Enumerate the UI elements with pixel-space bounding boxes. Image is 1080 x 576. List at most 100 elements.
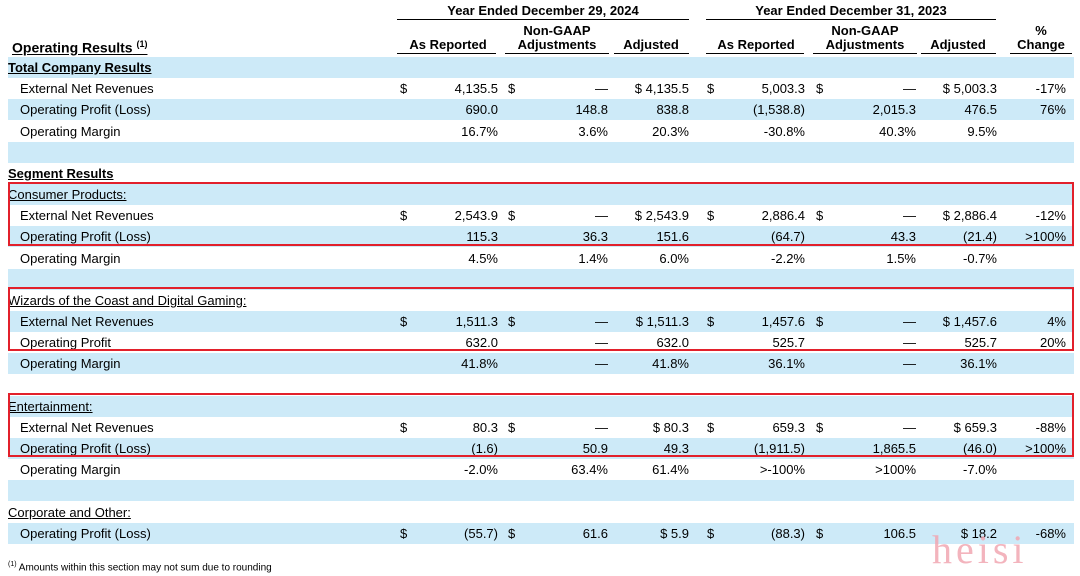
wizards-highlight-box [8, 287, 1074, 351]
row-label: Total Company Results [8, 60, 152, 75]
cell-value-2024-reported: (55.7) [464, 525, 498, 541]
section-title-footnote-marker: (1) [136, 39, 148, 49]
cell-value-2023-reported: >-100% [759, 462, 805, 478]
cell-value-2023-adjusted: (21.4) [963, 229, 997, 245]
col-adjusted-2024-underline [614, 53, 689, 54]
cell-value-2024-reported: 2,543.9 [454, 208, 498, 224]
cell-value-2023-reported: 2,886.4 [761, 208, 805, 224]
cell-dollar-2023-non-gaap: $ [816, 419, 824, 435]
cell-value-2024-adjusted: $ 4,135.5 [634, 81, 689, 97]
cell-value-2023-reported: 659.3 [772, 419, 805, 435]
table-row: Corporate and Other: [8, 502, 1074, 523]
cell-value-2024-non-gaap: — [595, 419, 608, 435]
cell-value-2024-non-gaap: 50.9 [582, 441, 608, 457]
cell-dollar-2024-non-gaap: $ [508, 419, 516, 435]
col-as-reported-2024: As Reported [409, 37, 487, 52]
cell-value-2024-adjusted: $ 5.9 [660, 525, 689, 541]
col-non-gaap-2023-line1: Non-GAAP [831, 23, 899, 38]
cell-dollar-2024-reported: $ [400, 208, 408, 224]
table-row: Consumer Products: [8, 184, 1074, 206]
cell-value-2024-reported: 4.5% [468, 250, 498, 266]
cell-value-2023-reported: 1,457.6 [761, 314, 805, 330]
cell-value-2023-non-gaap: 1.5% [886, 250, 916, 266]
cell-dollar-2023-non-gaap: $ [816, 314, 824, 330]
cell-dollar-2023-reported: $ [707, 314, 715, 330]
col-as-reported-2023-underline [706, 53, 804, 54]
cell-value-2024-non-gaap: — [595, 335, 608, 351]
cell-dollar-2024-non-gaap: $ [508, 314, 516, 330]
cell-pct-change: >100% [1025, 229, 1066, 245]
cell-value-2023-reported: -30.8% [763, 123, 805, 139]
cell-value-2024-adjusted: 151.6 [656, 229, 689, 245]
cell-dollar-2023-non-gaap: $ [816, 81, 824, 97]
cell-value-2024-reported: 4,135.5 [454, 81, 498, 97]
cell-value-2024-adjusted: $ 1,511.3 [635, 314, 689, 330]
period-2023-header: Year Ended December 31, 2023 [755, 3, 947, 18]
cell-dollar-2023-non-gaap: $ [816, 208, 824, 224]
cell-value-2024-non-gaap: 3.6% [578, 123, 608, 139]
col-non-gaap-2024-underline [505, 53, 609, 54]
cell-value-2024-non-gaap: 36.3 [582, 229, 608, 245]
cell-value-2023-adjusted: -7.0% [963, 462, 997, 478]
cell-value-2024-reported: (1.6) [471, 441, 498, 457]
row-label: Operating Profit (Loss) [20, 525, 151, 541]
period-2023-underline [706, 19, 996, 20]
table-row: Operating Profit 632.0 — 632.0 525.7 — 525.7 20… [8, 332, 1074, 353]
cell-value-2024-reported: -2.0% [464, 462, 498, 478]
table-row: Wizards of the Coast and Digital Gaming: [8, 290, 1074, 311]
cell-dollar-2023-reported: $ [707, 419, 715, 435]
cell-value-2023-adjusted: $ 659.3 [953, 419, 997, 435]
cell-dollar-2024-non-gaap: $ [508, 208, 516, 224]
row-label: External Net Revenues [20, 208, 154, 224]
cell-value-2023-non-gaap: 1,865.5 [872, 441, 916, 457]
cell-value-2024-non-gaap: — [595, 81, 608, 97]
period-2024-header: Year Ended December 29, 2024 [447, 3, 639, 18]
cell-value-2024-reported: 632.0 [465, 335, 498, 351]
cell-value-2024-non-gaap: 1.4% [578, 250, 608, 266]
watermark: heisi [932, 527, 1028, 572]
table-row: Operating Profit (Loss) 115.3 36.3 151.6 (64… [8, 226, 1074, 248]
cell-value-2023-adjusted: $ 5,003.3 [942, 81, 997, 97]
cell-pct-change: 4% [1047, 314, 1066, 330]
col-non-gaap-2024-line2: Adjustments [517, 37, 597, 52]
cell-value-2024-non-gaap: 61.6 [582, 525, 608, 541]
consumer-products-highlight-box [8, 182, 1074, 246]
row-label: Operating Margin [20, 462, 121, 478]
cell-value-2023-reported: (1,538.8) [752, 102, 805, 118]
cell-value-2024-non-gaap: — [595, 314, 608, 330]
cell-value-2023-adjusted: 525.7 [964, 335, 997, 351]
row-label: Operating Margin [20, 356, 121, 372]
table-row: External Net Revenues $1,511.3 $ — $ 1,511.3… [8, 311, 1074, 333]
col-adjusted-2023: Adjusted [930, 37, 986, 52]
table-row: Operating Margin 41.8% — 41.8% 36.1% — 36.1% [8, 353, 1074, 375]
cell-value-2023-adjusted: 9.5% [967, 123, 997, 139]
col-non-gaap-2023-underline [813, 53, 917, 54]
table-row: Operating Profit (Loss) 690.0 148.8 838.8 (1… [8, 99, 1074, 121]
cell-value-2024-reported: 80.3 [472, 419, 498, 435]
row-label: Wizards of the Coast and Digital Gaming: [8, 292, 247, 308]
table-row [8, 268, 1074, 290]
table-row: External Net Revenues $4,135.5 $ — $ 4,135.5… [8, 78, 1074, 99]
col-pct-change-line1: % [1035, 23, 1047, 38]
cell-value-2023-non-gaap: 106.5 [883, 525, 916, 541]
row-label: Segment Results [8, 165, 114, 181]
cell-value-2024-reported: 16.7% [461, 123, 498, 139]
cell-value-2023-non-gaap: — [903, 335, 916, 351]
cell-value-2024-adjusted: 41.8% [652, 356, 689, 372]
cell-value-2024-adjusted: 6.0% [659, 250, 689, 266]
cell-dollar-2024-non-gaap: $ [508, 525, 516, 541]
cell-pct-change: -17% [1035, 81, 1066, 97]
row-label: Operating Margin [20, 123, 121, 139]
row-label: External Net Revenues [20, 419, 154, 435]
period-2024-underline [397, 19, 689, 20]
table-row: Operating Margin -2.0% 63.4% 61.4% >-100% >10… [8, 459, 1074, 480]
table-row [8, 141, 1074, 163]
cell-value-2023-reported: 5,003.3 [761, 81, 805, 97]
table-row: External Net Revenues $2,543.9 $ — $ 2,543.9… [8, 205, 1074, 226]
cell-dollar-2024-reported: $ [400, 525, 408, 541]
cell-dollar-2024-reported: $ [400, 314, 408, 330]
cell-value-2023-non-gaap: — [903, 419, 916, 435]
cell-pct-change: -68% [1035, 525, 1066, 541]
footnote: (1) Amounts within this section may not … [8, 559, 272, 574]
col-adjusted-2023-underline [921, 53, 996, 54]
